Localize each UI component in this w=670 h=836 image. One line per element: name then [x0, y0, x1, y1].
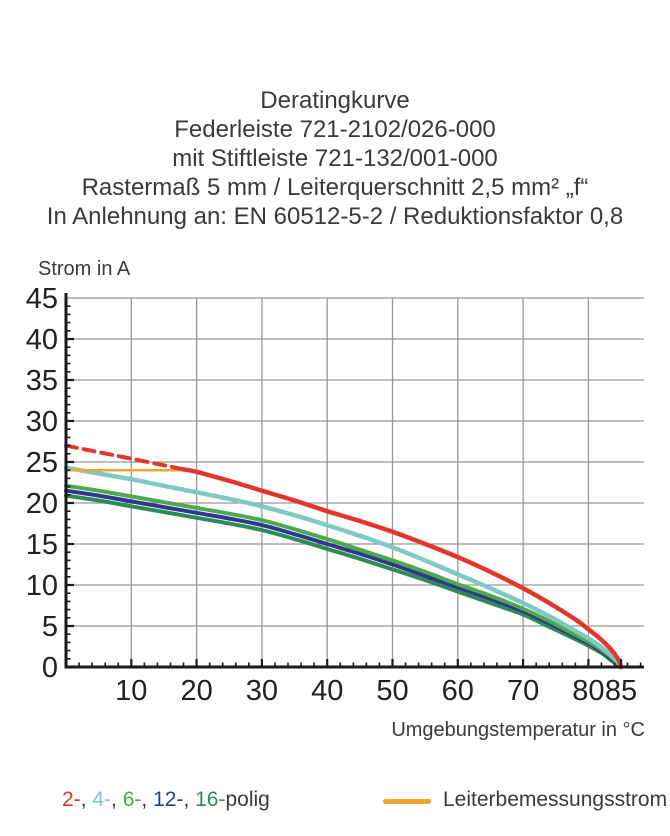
x-tick-label: 40 — [311, 675, 343, 707]
legend-pole-label: polig — [225, 788, 270, 811]
title-line-2: Federleiste 721-2102/026-000 — [174, 116, 496, 143]
x-axis-caption: Umgebungstemperatur in °C — [391, 719, 645, 741]
x-tick-label: 30 — [246, 675, 278, 707]
legend-pole-label: 12- — [153, 788, 184, 811]
rated-current-label: Leiterbemessungsstrom — [443, 788, 668, 811]
curve-2-polig — [181, 467, 624, 670]
x-tick-label: 80 — [572, 675, 604, 707]
tick-labels: 0 5 10 15 20 25 30 35 40 45 10 20 30 40 50 60 70 80 85 — [26, 283, 637, 707]
legend-pole-label: 4- — [92, 788, 112, 811]
x-tick-label: 10 — [115, 675, 147, 707]
y-axis-caption: Strom in A — [38, 258, 131, 280]
legend-row: 2-, 4-, 6-, 12-, 16-polig Leiterbemessun… — [0, 788, 670, 828]
y-tick-label: 0 — [42, 652, 58, 684]
y-tick-label: 20 — [26, 488, 58, 520]
axes — [64, 293, 644, 669]
x-tick-label: 85 — [605, 675, 637, 707]
title-line-4: Rastermaß 5 mm / Leiterquerschnitt 2,5 m… — [81, 174, 589, 201]
series-curves — [63, 443, 624, 670]
y-tick-label: 35 — [26, 365, 58, 397]
axis-ticks — [66, 305, 642, 667]
y-tick-label: 5 — [42, 611, 58, 643]
legend-pole-label: , — [183, 788, 196, 811]
y-tick-label: 45 — [26, 283, 58, 315]
y-tick-label: 30 — [26, 406, 58, 438]
legend-pole-label: 6- — [122, 788, 142, 811]
curve-4-polig — [63, 465, 624, 670]
legend-pole-label: , — [111, 788, 123, 811]
rated-current-legend: Leiterbemessungsstrom — [383, 788, 667, 812]
chart-title-block: Deratingkurve Federleiste 721-2102/026-0… — [0, 86, 670, 231]
legend-pole-label: 2- — [62, 788, 81, 811]
poles-legend: 2-, 4-, 6-, 12-, 16-polig — [62, 788, 270, 812]
y-tick-label: 25 — [26, 447, 58, 479]
legend-pole-label: 16- — [195, 788, 226, 811]
y-tick-label: 40 — [26, 324, 58, 356]
x-tick-label: 50 — [376, 675, 408, 707]
legend-pole-label: , — [141, 788, 154, 811]
curve-16-polig — [64, 493, 624, 669]
x-tick-label: 70 — [507, 675, 539, 707]
title-line-5: In Anlehnung an: EN 60512-5-2 / Reduktio… — [46, 203, 624, 230]
y-tick-label: 15 — [26, 529, 58, 561]
y-tick-label: 10 — [26, 570, 58, 602]
rated-current-line-swatch — [383, 798, 431, 804]
grid-lines — [66, 297, 644, 667]
x-tick-label: 20 — [180, 675, 212, 707]
x-tick-label: 60 — [442, 675, 474, 707]
title-line-3: mit Stiftleiste 721-132/001-000 — [172, 145, 498, 172]
curve-6-polig — [64, 483, 624, 669]
title-line-1: Deratingkurve — [260, 87, 410, 114]
legend-pole-label: , — [80, 788, 93, 811]
curve-2-polig-gestrichelt — [64, 443, 186, 472]
